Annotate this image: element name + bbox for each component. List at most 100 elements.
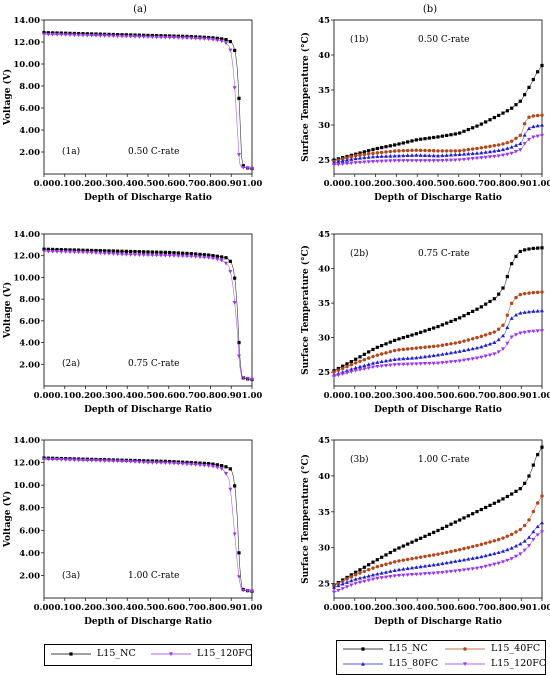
data-point bbox=[483, 333, 488, 337]
data-point bbox=[371, 159, 375, 164]
data-point bbox=[457, 558, 462, 563]
data-point bbox=[418, 564, 423, 569]
y-tick-label: 8.00 bbox=[19, 295, 40, 305]
data-point bbox=[522, 548, 527, 553]
panel-label: (1b) bbox=[350, 34, 369, 45]
data-point bbox=[475, 151, 479, 155]
data-point bbox=[94, 34, 98, 38]
data-point bbox=[388, 358, 393, 362]
data-point bbox=[50, 457, 55, 462]
x-tick-label: 0.20 bbox=[75, 391, 96, 401]
column-header-a: (a) bbox=[133, 4, 147, 15]
data-point bbox=[414, 565, 419, 569]
data-point bbox=[505, 494, 509, 499]
data-point bbox=[72, 250, 77, 255]
data-point bbox=[492, 149, 497, 153]
data-point bbox=[380, 343, 384, 348]
data-point bbox=[233, 276, 237, 280]
x-tick-label: 0.70 bbox=[469, 603, 490, 613]
data-point bbox=[497, 499, 501, 503]
data-point bbox=[224, 256, 228, 260]
data-point bbox=[535, 123, 540, 128]
data-point bbox=[457, 349, 462, 353]
data-point bbox=[518, 331, 523, 336]
data-point bbox=[379, 359, 384, 364]
data-point bbox=[418, 345, 423, 350]
data-point bbox=[436, 135, 440, 139]
data-point bbox=[436, 344, 440, 348]
data-point bbox=[362, 367, 367, 371]
data-point bbox=[77, 31, 81, 36]
data-point bbox=[540, 113, 544, 117]
legend-label: L15_NC bbox=[97, 648, 136, 659]
data-point bbox=[406, 334, 410, 338]
data-point bbox=[492, 115, 496, 120]
legend-swatch bbox=[343, 646, 383, 651]
data-point bbox=[475, 146, 479, 151]
data-point bbox=[371, 560, 375, 564]
data-point bbox=[250, 589, 254, 594]
data-point bbox=[98, 32, 102, 36]
data-point bbox=[540, 290, 544, 294]
data-point bbox=[371, 151, 375, 156]
data-point bbox=[470, 544, 475, 549]
y-axis-label: Voltage (V) bbox=[2, 282, 13, 339]
data-point bbox=[449, 522, 453, 526]
data-point bbox=[50, 249, 55, 254]
data-point bbox=[410, 356, 414, 360]
data-point bbox=[98, 459, 103, 463]
data-point bbox=[445, 321, 449, 325]
data-point bbox=[224, 465, 228, 469]
data-point bbox=[353, 577, 358, 581]
data-point bbox=[155, 34, 159, 38]
data-point bbox=[540, 520, 544, 525]
data-point bbox=[427, 553, 432, 558]
data-point bbox=[375, 576, 380, 581]
data-point bbox=[527, 474, 531, 478]
data-point bbox=[401, 558, 406, 562]
data-point bbox=[353, 369, 358, 373]
data-point bbox=[423, 329, 427, 333]
data-point bbox=[63, 250, 68, 254]
data-point bbox=[189, 252, 193, 256]
data-point bbox=[340, 372, 345, 377]
data-point bbox=[449, 549, 453, 554]
data-point bbox=[427, 345, 432, 349]
data-point bbox=[509, 335, 514, 340]
x-tick-label: 0.60 bbox=[448, 179, 469, 189]
data-point bbox=[63, 33, 68, 37]
x-tick-label: 0.20 bbox=[75, 179, 96, 189]
data-point bbox=[224, 41, 228, 46]
data-point bbox=[98, 249, 102, 253]
data-point bbox=[345, 577, 349, 581]
series-L15_NC-1a bbox=[42, 31, 254, 171]
data-point bbox=[375, 154, 380, 159]
data-point bbox=[237, 153, 241, 157]
data-point bbox=[436, 153, 440, 158]
data-point bbox=[501, 142, 505, 146]
data-point bbox=[518, 552, 523, 556]
data-point bbox=[111, 34, 116, 39]
data-point bbox=[202, 253, 206, 257]
data-point bbox=[198, 35, 202, 39]
data-point bbox=[540, 445, 544, 449]
data-point bbox=[392, 153, 397, 158]
chart-1b: 0.00 0.10 0.20 0.30 0.40 0.50 0.60 0.70 0.80 0.90… bbox=[300, 16, 550, 203]
data-point bbox=[457, 547, 462, 552]
data-point bbox=[388, 144, 392, 148]
data-point bbox=[89, 33, 94, 38]
data-point bbox=[46, 32, 51, 37]
data-point bbox=[358, 151, 362, 155]
data-point bbox=[224, 471, 228, 476]
data-point bbox=[51, 31, 55, 35]
x-tick-label: 0.00 bbox=[34, 391, 55, 401]
data-point bbox=[518, 541, 523, 546]
data-point bbox=[68, 248, 72, 252]
data-point bbox=[497, 292, 501, 296]
data-point bbox=[111, 32, 115, 37]
data-point bbox=[85, 33, 90, 38]
data-point bbox=[436, 571, 440, 575]
data-point bbox=[72, 458, 77, 463]
x-tick-label: 0.40 bbox=[117, 179, 138, 189]
y-tick-label: 35 bbox=[318, 299, 330, 309]
